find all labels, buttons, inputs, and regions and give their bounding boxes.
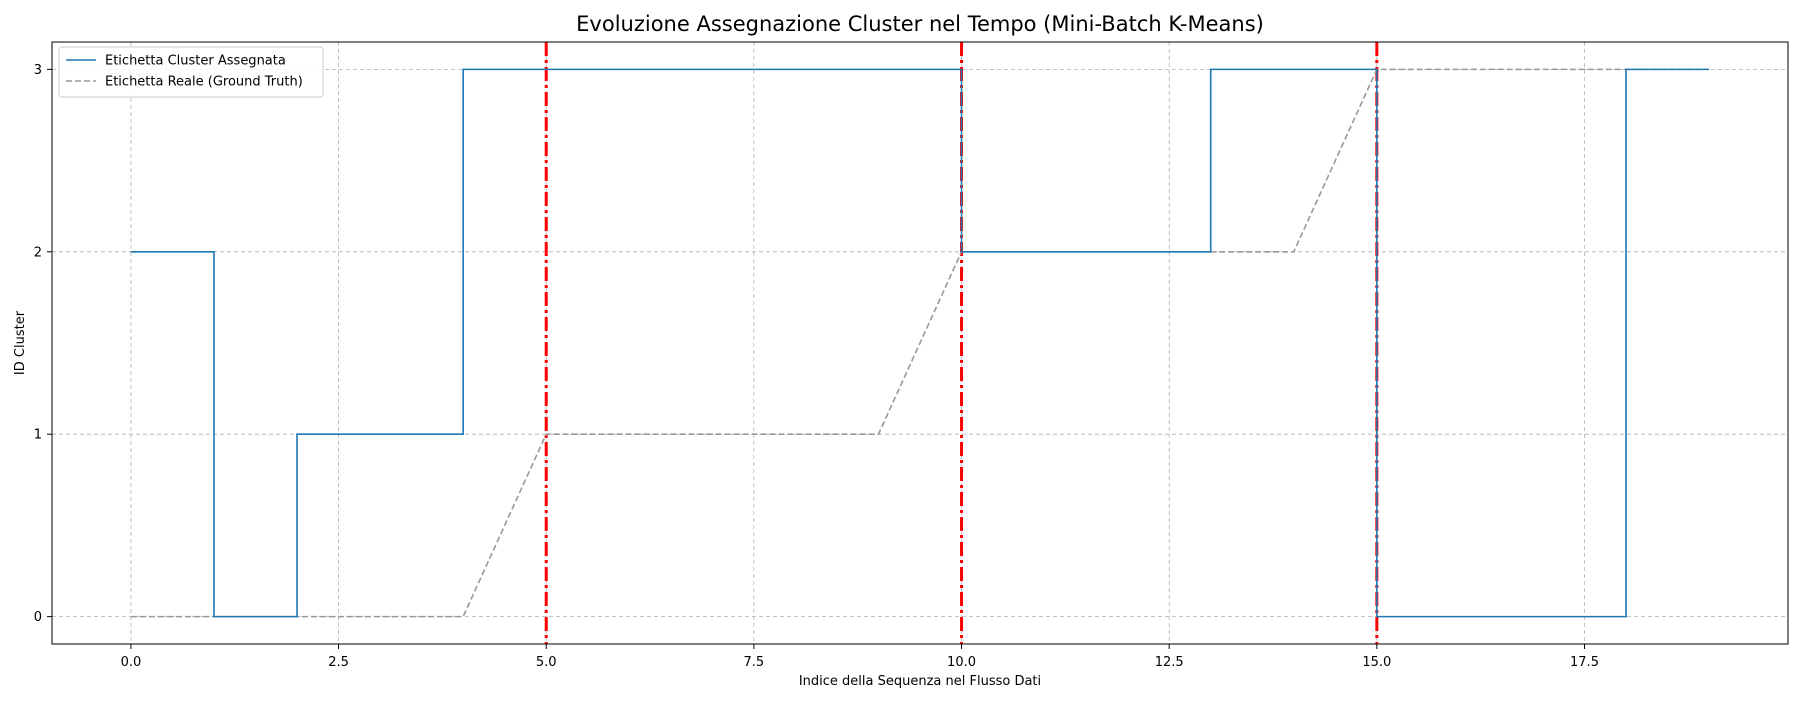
y-axis-label: ID Cluster: [13, 310, 28, 375]
series-layer: [130, 68, 1710, 618]
x-tick-label: 7.5: [744, 655, 765, 670]
plot-frame: [51, 41, 1789, 645]
legend-box: [58, 46, 324, 98]
series-line-assigned: [130, 68, 1710, 618]
series-line-ground-truth: [130, 68, 1710, 618]
y-tick-layer: 0 1 2 3: [34, 63, 52, 625]
x-axis-label: Indice della Sequenza nel Flusso Dati: [799, 674, 1041, 689]
y-tick-label: 1: [34, 428, 42, 443]
x-tick-label: 5.0: [536, 655, 557, 670]
x-tick-label: 10.0: [947, 655, 976, 670]
x-tick-label: 15.0: [1362, 655, 1391, 670]
x-tick-label: 2.5: [328, 655, 349, 670]
x-tick-label: 17.5: [1570, 655, 1599, 670]
legend-label: Etichetta Reale (Ground Truth): [105, 75, 303, 90]
x-tick-label: 12.5: [1155, 655, 1184, 670]
legend: Etichetta Cluster Assegnata Etichetta Re…: [58, 46, 324, 98]
x-tick-layer: 0.0 2.5 5.0 7.5 10.0 12.5 15.0 17.5: [121, 644, 1599, 670]
x-tick-label: 0.0: [121, 655, 142, 670]
y-tick-label: 3: [34, 63, 42, 78]
y-tick-label: 0: [34, 610, 42, 625]
chart-title: Evoluzione Assegnazione Cluster nel Temp…: [576, 12, 1264, 36]
y-tick-label: 2: [34, 245, 42, 260]
legend-label: Etichetta Cluster Assegnata: [105, 54, 286, 69]
